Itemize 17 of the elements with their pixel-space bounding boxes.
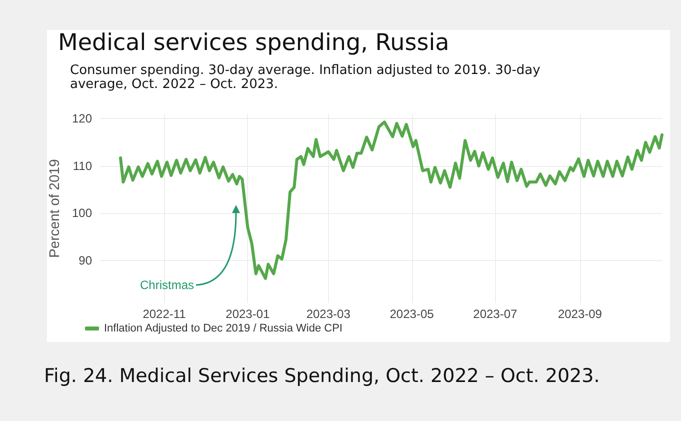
x-tick-label: 2023-07 [473,307,518,321]
y-tick-label: 120 [72,112,92,126]
line-series [119,120,664,280]
x-tick-label: 2023-05 [390,307,434,321]
x-tick-label: 2022-11 [142,307,186,321]
chart-title: Medical services spending, Russia [58,30,450,56]
y-tick-label: 110 [72,158,92,173]
annotation: Christmas [140,278,194,292]
y-axis-title: Percent of 2019 [46,158,62,258]
chart-subtitle: Consumer spending. 30-day average. Inflation adjusted to 2019. 30-day average, Oct. 2022 – Oct. 2023. [70,63,542,92]
x-tick-label: 2023-01 [226,307,270,321]
y-tick-label: 90 [78,253,92,268]
legend-label: Inflation Adjusted to Dec 2019 / Russia Wide CPI [104,322,342,334]
caption: Fig. 24. Medical Services Spending, Oct. 2022 – Oct. 2023. [44,365,600,387]
x-tick-label: 2023-03 [306,307,351,321]
y-tick-label: 100 [72,206,92,220]
x-tick-label: 2023-09 [558,307,602,321]
